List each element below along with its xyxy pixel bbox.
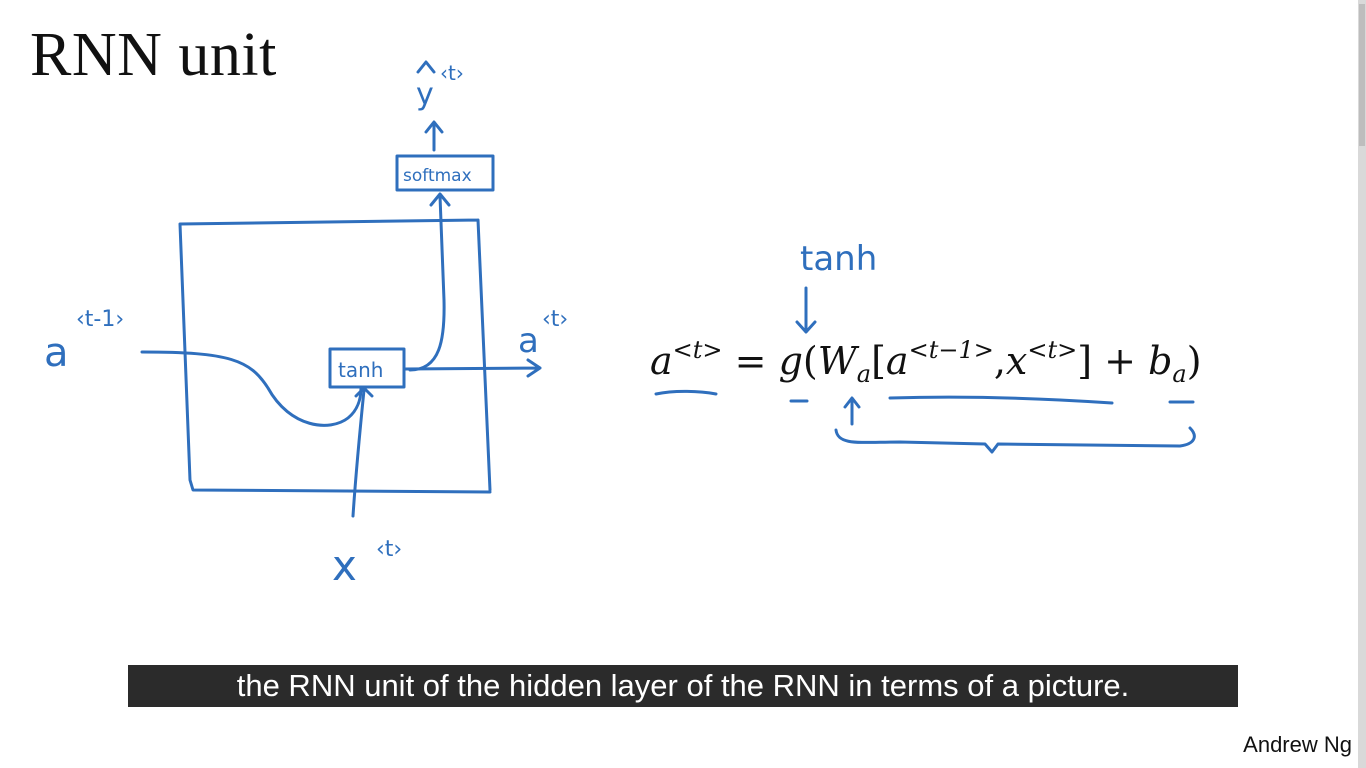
eq-lhs: a (650, 339, 673, 383)
y-hat-caret (416, 60, 436, 74)
underline-lhs (654, 389, 718, 396)
eq-close-paren: ) (1186, 339, 1202, 383)
prev-activation-label: a (44, 330, 69, 376)
branch-to-softmax (408, 192, 451, 372)
author-credit: Andrew Ng (1243, 732, 1352, 757)
eq-function: g (778, 339, 803, 383)
eq-prev-activation: a (885, 339, 909, 383)
eq-equals: = (734, 339, 767, 383)
eq-input-x: x (1005, 339, 1028, 383)
eq-plus: + (1104, 339, 1136, 383)
eq-open-bracket: [ (871, 339, 886, 383)
eq-prev-activation-superscript: <t−1> (908, 336, 994, 364)
prediction-label: y (416, 77, 434, 112)
prev-activation-superscript: ‹t-1› (76, 307, 124, 332)
grouping-brace (834, 426, 1196, 454)
prediction-superscript: ‹t› (440, 61, 464, 85)
tanh-box-label: tanh (338, 358, 383, 382)
scrollbar[interactable] (1358, 0, 1366, 768)
output-activation-arrow (402, 358, 542, 378)
eq-bias: b (1148, 339, 1173, 383)
softmax-output-arrow (424, 120, 444, 152)
activation-function-annotation: tanh (800, 239, 877, 279)
output-activation-label: a (518, 321, 539, 361)
eq-lhs-superscript: <t> (672, 336, 723, 364)
annotation-arrow (795, 286, 817, 334)
output-activation-superscript: ‹t› (542, 307, 568, 332)
softmax-box-label: softmax (403, 166, 472, 186)
prev-activation-path (140, 350, 363, 427)
eq-weight-subscript: a (856, 360, 872, 388)
eq-input-x-superscript: <t> (1027, 336, 1078, 364)
eq-open-paren: ( (802, 339, 818, 383)
eq-weight: W (817, 339, 857, 383)
slide-title: RNN unit (30, 21, 277, 89)
input-x-label: x (332, 541, 357, 590)
eq-comma: , (993, 339, 1006, 383)
underline-concat (888, 395, 1114, 405)
eq-bias-subscript: a (1172, 360, 1187, 388)
weight-pointer-arrow (843, 396, 861, 426)
rnn-activation-equation: a<t> = g(Wa[a<t−1>,x<t>] + ba) (650, 338, 1202, 386)
input-x-superscript: ‹t› (376, 537, 402, 562)
eq-close-bracket: ] (1077, 339, 1093, 383)
video-caption: the RNN unit of the hidden layer of the … (128, 665, 1238, 707)
softmax-box (395, 154, 495, 192)
scrollbar-thumb[interactable] (1359, 4, 1365, 146)
